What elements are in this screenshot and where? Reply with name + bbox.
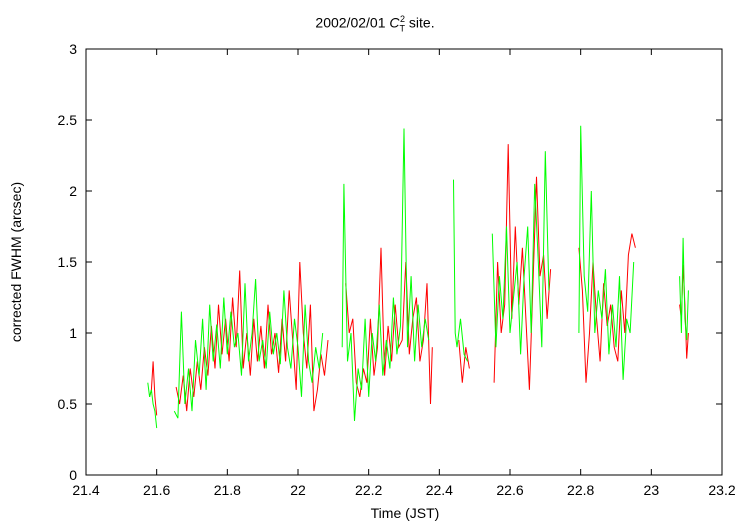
series-2-segment-4: [453, 179, 469, 362]
x-tick-label-6: 22.6: [496, 482, 523, 498]
title-date: 2002/02/01: [315, 14, 386, 31]
series-1-segment-2: [175, 261, 329, 412]
y-tick-label-5: 2.5: [58, 112, 78, 128]
x-tick-label-7: 22.8: [567, 482, 594, 498]
series-2-segment-3: [341, 128, 430, 422]
series-2-segment-5: [491, 151, 550, 355]
x-tick-label-2: 21.8: [214, 482, 241, 498]
series-1-segment-5: [493, 144, 552, 390]
x-tick-label-5: 22.4: [426, 482, 453, 498]
y-tick-label-3: 1.5: [58, 254, 78, 270]
title-symbol: C: [389, 14, 400, 31]
x-tick-label-3: 22: [290, 482, 306, 498]
x-tick-label-0: 21.4: [72, 482, 99, 498]
x-tick-label-4: 22.2: [355, 482, 382, 498]
y-tick-label-2: 1: [69, 325, 77, 341]
series-1-segment-1: [149, 361, 158, 416]
title-symbol-sub: T: [399, 23, 406, 34]
y-tick-label-0: 0: [69, 467, 77, 483]
series-2-segment-6: [578, 125, 635, 380]
x-axis-label: Time (JST): [370, 505, 440, 521]
title-suffix: site.: [408, 14, 435, 31]
title-symbol-sup: 2: [400, 14, 406, 24]
y-tick-label-1: 0.5: [58, 396, 78, 412]
series-1-segment-3: [345, 247, 433, 405]
x-tick-label-8: 23: [644, 482, 660, 498]
y-tick-label-4: 2: [69, 183, 77, 199]
series-2-segment-7: [679, 237, 689, 341]
y-tick-label-6: 3: [69, 41, 77, 57]
series-1-segment-4: [458, 340, 470, 383]
x-tick-label-1: 21.6: [143, 482, 170, 498]
series-1-segment-6: [578, 233, 636, 383]
chart-title: 2002/02/01 CT2 site.: [0, 14, 750, 33]
x-tick-label-9: 23.2: [708, 482, 735, 498]
plot-frame: [85, 48, 723, 476]
y-axis-label: corrected FWHM (arcsec): [8, 181, 24, 343]
series-2-segment-1: [147, 382, 158, 429]
series-2-segment-2: [173, 278, 324, 419]
